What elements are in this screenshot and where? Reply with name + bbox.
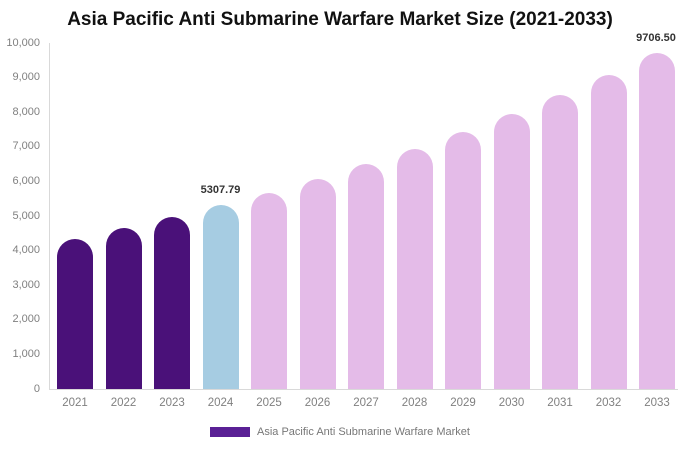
- y-tick-label-3000: 3,000: [12, 278, 40, 291]
- bar-2028[interactable]: [396, 148, 433, 389]
- x-tick-label-2024: 2024: [207, 397, 234, 409]
- x-tick-label-2030: 2030: [498, 397, 525, 409]
- bar-2030[interactable]: [493, 114, 530, 389]
- y-tick-label-7000: 7,000: [12, 140, 40, 153]
- bar-2025[interactable]: [251, 192, 287, 389]
- x-tick-label-2026: 2026: [304, 397, 331, 409]
- bar-2033[interactable]: [639, 53, 675, 389]
- x-tick-label-2021: 2021: [62, 397, 88, 409]
- x-tick-label-2028: 2028: [401, 397, 428, 409]
- bar-2027[interactable]: [348, 164, 384, 389]
- y-tick-label-8000: 8,000: [12, 105, 40, 118]
- bar-2029[interactable]: [445, 132, 481, 389]
- y-tick-label-6000: 6,000: [12, 174, 40, 187]
- y-tick-label-2000: 2,000: [12, 313, 40, 326]
- x-tick-label-2031: 2031: [547, 397, 573, 409]
- y-tick-label-9000: 9,000: [12, 71, 40, 84]
- y-tick-label-1000: 1,000: [12, 347, 40, 360]
- x-axis-line: [49, 389, 678, 390]
- y-tick-label-4000: 4,000: [12, 244, 40, 257]
- y-axis-line: [49, 43, 50, 389]
- bar-2021[interactable]: [57, 238, 93, 389]
- legend[interactable]: Asia Pacific Anti Submarine Warfare Mark…: [0, 426, 680, 438]
- x-tick-label-2023: 2023: [159, 397, 185, 409]
- bar-2026[interactable]: [299, 178, 336, 389]
- x-tick-label-2027: 2027: [353, 397, 379, 409]
- x-tick-label-2029: 2029: [450, 397, 476, 409]
- bar-2023[interactable]: [154, 217, 190, 389]
- x-tick-label-2022: 2022: [110, 397, 137, 409]
- value-label-2033: 9706.50: [636, 32, 676, 45]
- value-label-2024: 5307.79: [200, 184, 241, 197]
- legend-label[interactable]: Asia Pacific Anti Submarine Warfare Mark…: [257, 426, 470, 438]
- bar-2032[interactable]: [590, 74, 627, 389]
- chart-title: Asia Pacific Anti Submarine Warfare Mark…: [67, 9, 613, 30]
- bar-2024[interactable]: [202, 205, 239, 389]
- x-tick-label-2032: 2032: [595, 397, 622, 409]
- y-tick-label-5000: 5,000: [12, 209, 40, 222]
- bar-2031[interactable]: [542, 95, 578, 389]
- y-tick-label-0: 0: [33, 382, 40, 395]
- legend-swatch[interactable]: [210, 427, 251, 437]
- x-tick-label-2033: 2033: [644, 397, 670, 409]
- y-tick-label-10000: 10,000: [6, 36, 40, 49]
- bar-2022[interactable]: [105, 228, 142, 389]
- x-tick-label-2025: 2025: [256, 397, 282, 409]
